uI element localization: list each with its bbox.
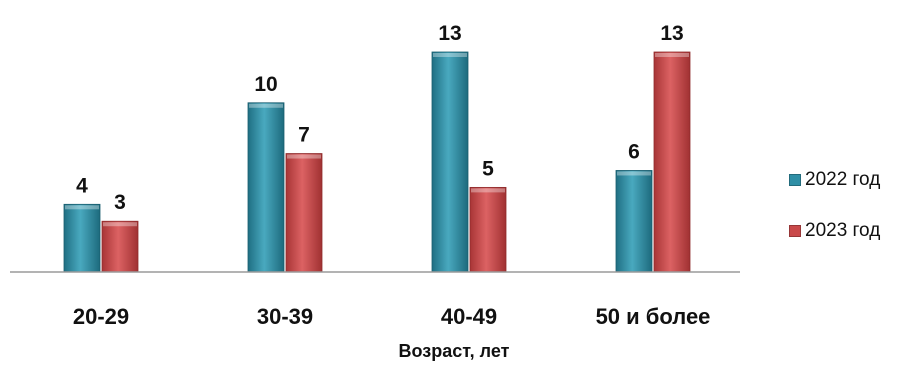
bar-highlight-1-2	[471, 188, 505, 193]
bar-highlight-1-3	[655, 53, 689, 57]
bar-highlight-0-1	[249, 103, 283, 108]
legend-swatch-2023	[789, 225, 801, 237]
data-label-0-2: 13	[438, 22, 461, 45]
data-label-0-1: 10	[254, 73, 277, 96]
data-label-0-3: 6	[628, 140, 640, 163]
legend-swatch-2022	[789, 174, 801, 186]
bar-2022-1	[247, 102, 285, 273]
legend-item-2022: 2022 год	[789, 168, 880, 192]
bar-highlight-1-1	[287, 154, 321, 159]
x-tick-labels: 20-29 30-39 40-49 50 и более	[73, 304, 711, 329]
bar-highlight-0-3	[617, 171, 651, 176]
data-label-1-1: 7	[298, 124, 310, 147]
legend-label-2022: 2022 год	[805, 169, 881, 190]
data-label-1-2: 5	[482, 157, 494, 180]
bar-2022-3	[615, 170, 653, 273]
x-tick-label-3: 50 и более	[596, 304, 711, 329]
bar-highlight-1-0	[103, 222, 137, 227]
x-tick-label-2: 40-49	[441, 304, 497, 329]
x-tick-label-1: 30-39	[257, 304, 313, 329]
bar-2023-0	[101, 220, 139, 273]
legend: 2022 год 2023 год	[789, 168, 880, 270]
bars-layer: 4 10 13 6 3 7 5 13	[63, 22, 691, 273]
x-tick-label-0: 20-29	[73, 304, 129, 329]
data-label-1-3: 13	[660, 22, 683, 45]
bar-highlight-0-0	[65, 205, 99, 210]
bar-2023-3	[653, 51, 691, 273]
bar-2023-2	[469, 186, 507, 273]
bar-highlight-0-2	[433, 53, 467, 57]
legend-label-2023: 2023 год	[805, 220, 881, 241]
data-label-1-0: 3	[114, 191, 126, 214]
x-axis-label: Возраст, лет	[398, 341, 510, 361]
bar-2022-0	[63, 203, 101, 273]
data-label-0-0: 4	[76, 174, 88, 197]
bar-2023-1	[285, 153, 323, 273]
legend-item-2023: 2023 год	[789, 219, 880, 243]
bar-2022-2	[431, 51, 469, 273]
